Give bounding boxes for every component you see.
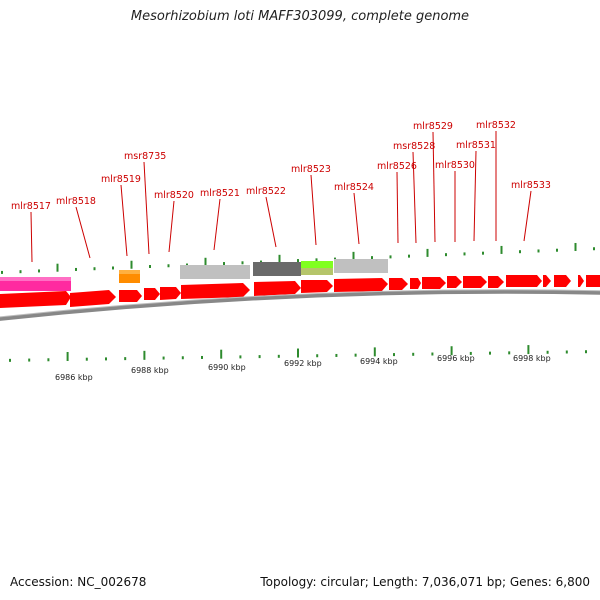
cds-arrow[interactable] xyxy=(578,275,584,287)
feature-orange-shade xyxy=(119,270,140,274)
gene-label[interactable]: mlr8519 xyxy=(101,174,141,185)
gene-label[interactable]: msr8528 xyxy=(393,141,435,152)
gene-label[interactable]: mlr8533 xyxy=(511,180,551,191)
feature-pink-shade xyxy=(0,277,71,281)
leader-line xyxy=(75,206,91,259)
cds-arrow[interactable] xyxy=(543,275,551,287)
gene-label[interactable]: mlr8518 xyxy=(56,196,96,207)
leader-line xyxy=(213,198,221,251)
cds-arrow[interactable] xyxy=(70,290,116,307)
top-tick-track xyxy=(1,242,595,274)
feature-tracks xyxy=(0,259,600,308)
cds-arrow[interactable] xyxy=(488,276,504,288)
cds-arrow[interactable] xyxy=(254,281,301,296)
kbp-label: 6990 kbp xyxy=(208,363,246,372)
feature-darkgray[interactable] xyxy=(253,262,301,276)
bottom-tick-track xyxy=(9,345,587,362)
cds-arrow[interactable] xyxy=(389,278,408,290)
gene-label-layer: mlr8517 mlr8518 mlr8519 msr8735 mlr8520 mlr85… xyxy=(11,120,551,212)
gene-label[interactable]: mlr8532 xyxy=(476,120,516,131)
genome-summary-text: Topology: circular; Length: 7,036,071 bp… xyxy=(260,575,590,589)
cds-arrow[interactable] xyxy=(463,276,487,288)
label-leader-lines xyxy=(30,131,532,263)
leader-line xyxy=(473,150,477,242)
leader-line xyxy=(143,161,150,255)
leader-line xyxy=(353,192,360,245)
kbp-label: 6986 kbp xyxy=(55,373,93,382)
gene-label[interactable]: msr8735 xyxy=(124,151,166,162)
leader-line xyxy=(310,174,317,246)
gene-label[interactable]: mlr8520 xyxy=(154,190,194,201)
feature-green[interactable] xyxy=(301,261,333,268)
leader-line xyxy=(523,190,532,242)
gene-label[interactable]: mlr8524 xyxy=(334,182,374,193)
cds-arrow[interactable] xyxy=(506,275,542,287)
feature-olive[interactable] xyxy=(301,268,333,275)
kbp-label: 6994 kbp xyxy=(360,357,398,366)
leader-line xyxy=(168,200,175,253)
gene-label[interactable]: mlr8531 xyxy=(456,140,496,151)
accession-text: Accession: NC_002678 xyxy=(10,575,147,589)
genome-backbone-highlight xyxy=(0,289,600,318)
cds-track xyxy=(0,275,600,308)
cds-arrow[interactable] xyxy=(160,287,181,300)
cds-arrow[interactable] xyxy=(422,277,446,289)
gene-label[interactable]: mlr8522 xyxy=(246,186,286,197)
gene-label[interactable]: mlr8523 xyxy=(291,164,331,175)
feature-lightgray-2[interactable] xyxy=(334,259,388,273)
leader-line xyxy=(265,196,277,248)
kbp-label: 6988 kbp xyxy=(131,366,169,375)
kbp-label: 6998 kbp xyxy=(513,354,551,363)
cds-arrow[interactable] xyxy=(586,275,600,287)
leader-line xyxy=(30,211,33,263)
map-title: Mesorhizobium loti MAFF303099, complete … xyxy=(130,9,470,24)
genome-backbone xyxy=(0,289,600,321)
cds-arrow[interactable] xyxy=(447,276,462,288)
leader-line xyxy=(432,131,436,243)
cds-arrow[interactable] xyxy=(181,283,250,299)
gene-label[interactable]: mlr8526 xyxy=(377,161,417,172)
kbp-label: 6996 kbp xyxy=(437,354,475,363)
cds-arrow[interactable] xyxy=(554,275,571,287)
cds-arrow[interactable] xyxy=(0,291,71,308)
cds-arrow[interactable] xyxy=(301,280,333,293)
cds-arrow[interactable] xyxy=(119,290,142,302)
cds-arrow[interactable] xyxy=(144,288,160,300)
gene-label[interactable]: mlr8517 xyxy=(11,201,51,212)
leader-line xyxy=(396,171,399,244)
leader-line xyxy=(412,151,417,244)
kbp-label: 6992 kbp xyxy=(284,359,322,368)
cds-arrow[interactable] xyxy=(410,278,421,289)
gene-label[interactable]: mlr8521 xyxy=(200,188,240,199)
cds-arrow[interactable] xyxy=(334,278,388,292)
kbp-label-layer: 6986 kbp 6988 kbp 6990 kbp 6992 kbp 6994 kbp… xyxy=(55,354,551,382)
gene-label[interactable]: mlr8530 xyxy=(435,160,475,171)
feature-lightgray-1[interactable] xyxy=(180,265,250,279)
gene-label[interactable]: mlr8529 xyxy=(413,121,453,132)
leader-line xyxy=(120,184,128,257)
